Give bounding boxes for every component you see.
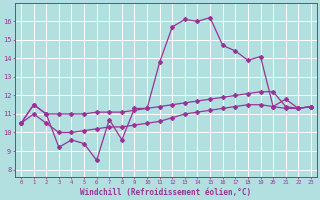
X-axis label: Windchill (Refroidissement éolien,°C): Windchill (Refroidissement éolien,°C) xyxy=(80,188,252,197)
